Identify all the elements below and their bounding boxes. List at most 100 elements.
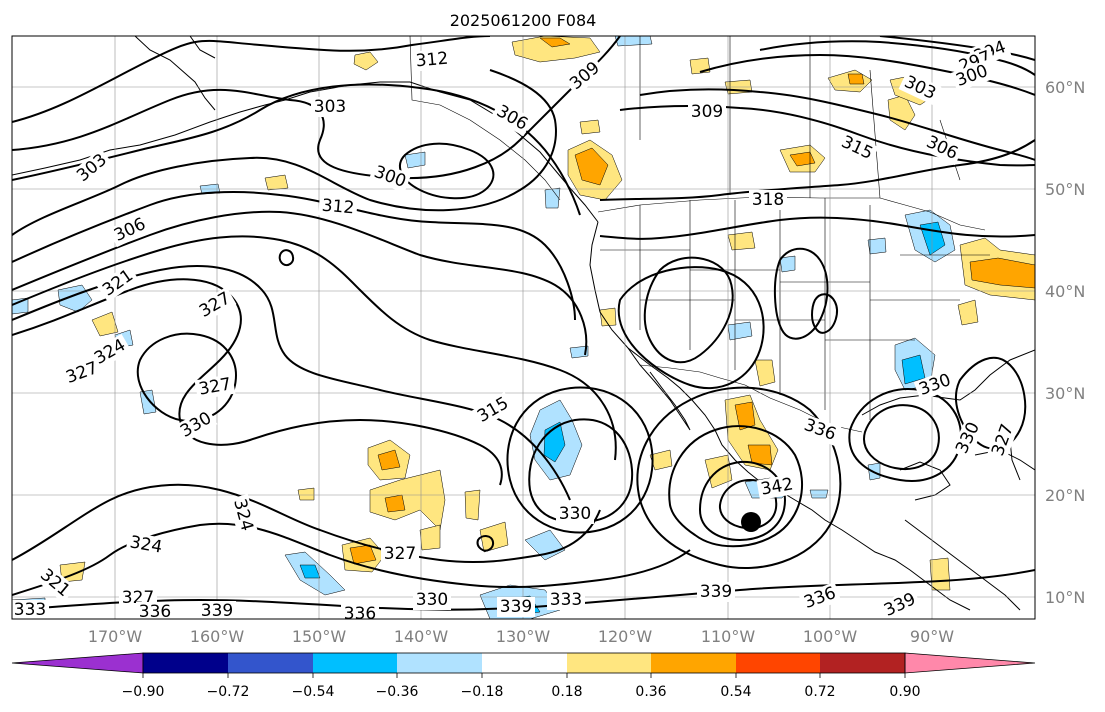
contour-label-bg bbox=[913, 369, 957, 401]
colorbar-tick-label: 0.18 bbox=[551, 684, 582, 700]
border-us-canada bbox=[597, 196, 986, 231]
colorbar-tick-label: 0.90 bbox=[889, 684, 920, 700]
lat-label-30n: 30°N bbox=[1045, 384, 1085, 403]
shade-patch bbox=[299, 564, 321, 579]
shade-patch bbox=[614, 36, 653, 47]
contour-label: 330 bbox=[416, 590, 448, 610]
contour-label: 309 bbox=[691, 102, 723, 122]
colorbar-extend-high bbox=[904, 652, 1036, 674]
contour-label: 339 bbox=[500, 597, 532, 617]
contour-label-bg bbox=[987, 418, 1019, 462]
lon-label-160w: 160°W bbox=[190, 627, 245, 646]
shade-patch bbox=[544, 187, 561, 209]
contour-label-bg bbox=[311, 97, 349, 117]
contour-line bbox=[12, 522, 691, 596]
contour-label-bg bbox=[136, 602, 174, 619]
lat-label-50n: 50°N bbox=[1045, 180, 1085, 199]
contour-line bbox=[12, 69, 557, 236]
contour-label-bg bbox=[381, 544, 419, 564]
contour-label-bg bbox=[108, 212, 152, 248]
shade-patch bbox=[789, 151, 816, 167]
figure-title: 2025061200 F084 bbox=[450, 11, 597, 30]
colorbar-bin bbox=[820, 653, 905, 673]
contour-label: 336 bbox=[344, 604, 376, 624]
contour-label-bg bbox=[798, 414, 842, 446]
contour-label: 327 bbox=[384, 544, 416, 564]
coastline-baja bbox=[627, 347, 691, 431]
shade-patch bbox=[747, 444, 773, 466]
contour-label-bg bbox=[798, 582, 842, 614]
graticule bbox=[12, 36, 1035, 619]
shade-patch bbox=[809, 489, 829, 499]
contour-label-bg bbox=[125, 531, 167, 559]
coastline-us-west bbox=[589, 221, 971, 611]
shade-patch bbox=[734, 401, 756, 431]
contour-line bbox=[12, 36, 491, 123]
contour-label-bg bbox=[697, 582, 735, 602]
colorbar-extend-low bbox=[11, 652, 144, 674]
shade-patch bbox=[727, 321, 753, 341]
colorbar-tick-label: −0.54 bbox=[292, 684, 335, 700]
contour-label-bg bbox=[174, 406, 218, 444]
contour-line bbox=[506, 386, 654, 534]
contour-label-bg bbox=[749, 190, 787, 210]
colorbar-bin bbox=[397, 653, 482, 673]
contour-label-bg bbox=[547, 590, 585, 610]
shade-patch bbox=[524, 529, 566, 561]
colorbar-tick-labels: −0.90 −0.72 −0.54 −0.36 −0.18 0.18 0.36 … bbox=[122, 684, 921, 700]
contour-label: 303 bbox=[314, 97, 346, 117]
border-canada-alaska bbox=[409, 36, 561, 201]
contour-label-bg bbox=[71, 148, 113, 188]
state-lines-b bbox=[600, 249, 990, 341]
contour-label-bg bbox=[193, 286, 237, 324]
contour-line bbox=[668, 425, 804, 548]
contour-label-bg bbox=[835, 130, 879, 166]
contour-line bbox=[476, 535, 495, 552]
shade-patch bbox=[264, 174, 289, 191]
borders bbox=[409, 36, 990, 433]
contour-line bbox=[617, 266, 765, 390]
lon-label-150w: 150°W bbox=[292, 627, 347, 646]
lat-label-60n: 60°N bbox=[1045, 78, 1085, 97]
contour-line bbox=[773, 247, 829, 340]
contour-label-bg bbox=[198, 601, 236, 619]
shade-patch bbox=[957, 299, 979, 326]
shade-patch bbox=[404, 151, 426, 169]
coastline-yucatan bbox=[899, 461, 951, 501]
colorbar-bin bbox=[313, 653, 397, 673]
shade-patch bbox=[353, 51, 379, 71]
contour-line bbox=[136, 332, 237, 422]
contour-label-bg bbox=[96, 263, 140, 303]
lon-label-120w: 120°W bbox=[598, 627, 653, 646]
contour-line bbox=[810, 293, 838, 334]
contour-label-bg bbox=[564, 56, 606, 96]
contour-line bbox=[399, 142, 495, 200]
contour-line bbox=[863, 404, 940, 470]
lon-label-170w: 170°W bbox=[88, 627, 143, 646]
lat-label-20n: 20°N bbox=[1045, 486, 1085, 505]
contour-line bbox=[12, 210, 588, 356]
contour-label: 333 bbox=[14, 600, 46, 620]
colorbar-bin bbox=[651, 653, 736, 673]
shade-patch bbox=[969, 257, 1035, 289]
contour-label-bg bbox=[898, 70, 942, 106]
map-frame bbox=[11, 35, 1036, 620]
shade-patch bbox=[754, 359, 776, 387]
shade-patch bbox=[574, 147, 609, 186]
contour-label: 339 bbox=[201, 601, 233, 621]
lat-label-40n: 40°N bbox=[1045, 282, 1085, 301]
shade-patch bbox=[464, 489, 481, 521]
coastline-bering bbox=[189, 36, 216, 59]
contour-label-bg bbox=[920, 130, 964, 166]
colorbar-tick-label: −0.18 bbox=[461, 684, 504, 700]
contour-line bbox=[278, 249, 295, 267]
contour-label: 336 bbox=[139, 602, 171, 622]
contour-label-bg bbox=[688, 102, 726, 122]
lon-label-90w: 90°W bbox=[910, 627, 954, 646]
shade-patch bbox=[929, 557, 951, 591]
shade-patch bbox=[579, 119, 601, 135]
lon-label-110w: 110°W bbox=[701, 627, 756, 646]
colorbar-tick-label: −0.36 bbox=[376, 684, 419, 700]
contour-line bbox=[12, 83, 581, 216]
colorbar-bin bbox=[143, 653, 228, 673]
